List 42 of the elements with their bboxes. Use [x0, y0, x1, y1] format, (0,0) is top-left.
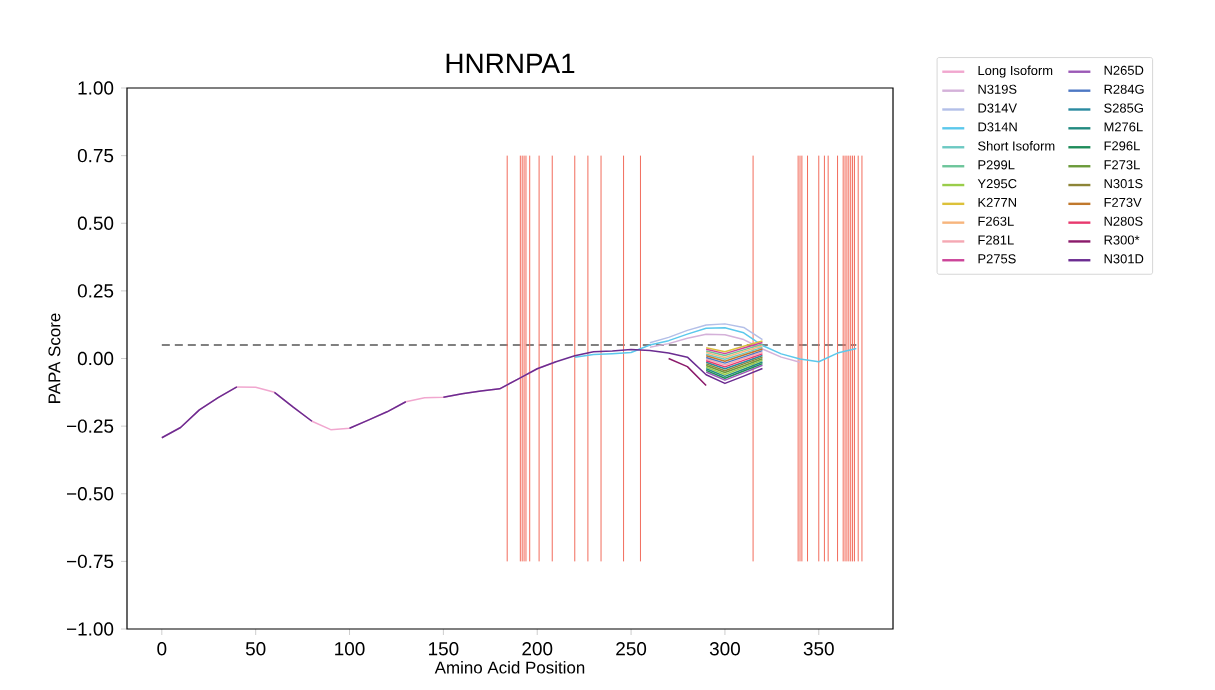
- x-tick-label: 300: [709, 642, 740, 656]
- legend-label: R300*: [1104, 235, 1140, 245]
- x-tick-label: 200: [522, 642, 553, 656]
- y-tick-label: −1.00: [67, 622, 114, 636]
- legend-label: N319S: [978, 84, 1017, 94]
- y-tick-label: 0.50: [77, 216, 114, 230]
- legend-label: Short Isoform: [978, 141, 1055, 151]
- y-axis-title: PAPA Score: [48, 313, 61, 403]
- legend-label: Y295C: [977, 179, 1017, 189]
- legend-label: N301S: [1104, 179, 1143, 189]
- y-tick-label: 1.00: [78, 81, 114, 95]
- y-tick-label: 0.25: [77, 284, 114, 298]
- x-tick-label: 350: [803, 642, 834, 656]
- legend-label: K277N: [978, 197, 1016, 207]
- legend-label: F273L: [1104, 160, 1140, 170]
- y-tick-label: 0.00: [77, 351, 114, 366]
- legend-label: Long Isoform: [978, 65, 1053, 78]
- x-tick-label: 250: [616, 642, 647, 656]
- legend-label: M276L: [1104, 122, 1143, 132]
- legend-label: N301D: [1104, 254, 1144, 264]
- legend-label: D314V: [978, 103, 1017, 113]
- legend-label: N280S: [1104, 216, 1143, 226]
- x-axis-title: Amino Acid Position: [434, 661, 585, 674]
- legend-label: F263L: [978, 216, 1014, 226]
- legend-label: D314N: [978, 122, 1017, 132]
- x-tick-label: 100: [335, 642, 365, 656]
- legend-label: F281L: [978, 235, 1014, 245]
- legend-label: S285G: [1104, 103, 1143, 113]
- x-tick-label: 150: [429, 642, 459, 656]
- y-tick-label: −0.75: [67, 554, 114, 569]
- x-tick-label: 50: [245, 642, 266, 656]
- legend-label: F273V: [1104, 197, 1142, 207]
- y-tick-label: −0.25: [67, 419, 114, 433]
- legend-label: R284G: [1104, 84, 1144, 94]
- legend-label: N265D: [1104, 65, 1144, 75]
- legend-label: F296L: [1104, 141, 1140, 151]
- chart-title: HNRNPA1: [446, 53, 575, 73]
- legend-label: P299L: [978, 160, 1015, 170]
- y-tick-label: 0.75: [77, 148, 114, 163]
- x-tick-label: 0: [157, 642, 167, 656]
- legend-label: P275S: [978, 254, 1016, 264]
- y-tick-label: −0.50: [67, 487, 114, 501]
